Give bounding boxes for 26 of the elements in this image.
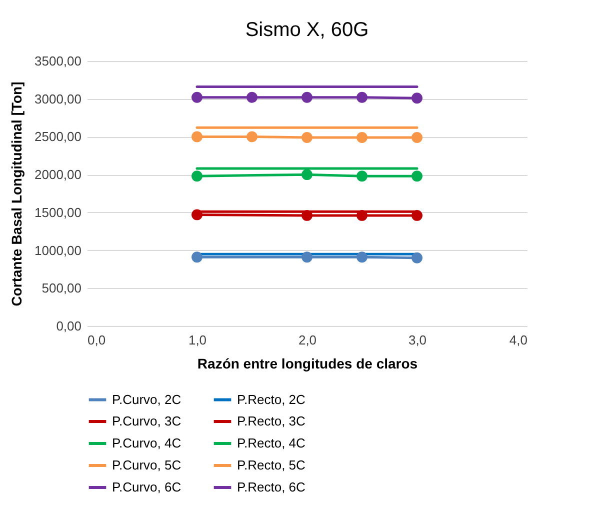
y-tick-label: 1000,00 xyxy=(34,242,82,258)
x-tick-label: 2,0 xyxy=(298,332,317,348)
x-tick-label: 1,0 xyxy=(188,332,207,348)
y-tick-label: 3000,00 xyxy=(34,91,82,106)
y-tick-label: 1500,00 xyxy=(34,204,82,220)
legend-label: P.Recto, 2C xyxy=(237,392,306,407)
y-tick-label: 3500,00 xyxy=(34,54,82,68)
legend-label: P.Recto, 3C xyxy=(237,414,306,428)
legend-label: P.Recto, 4C xyxy=(237,436,306,450)
legend-label: P.Recto, 5C xyxy=(237,458,306,472)
legend-label: P.Curvo, 2C xyxy=(112,392,182,407)
legend-label: P.Curvo, 6C xyxy=(112,480,182,494)
x-tick-label: 0,0 xyxy=(88,332,106,348)
legend-label: P.Curvo, 3C xyxy=(112,414,182,428)
legend-label: P.Recto, 6C xyxy=(237,480,306,494)
legend-label: P.Curvo, 5C xyxy=(112,458,182,472)
x-tick-label: 3,0 xyxy=(408,332,427,348)
x-tick-label: 4,0 xyxy=(509,332,528,348)
y-tick-label: 2500,00 xyxy=(34,129,82,144)
x-axis-title: Razón entre longitudes de claros xyxy=(197,356,418,372)
y-tick-label: 0,00 xyxy=(56,318,82,334)
y-axis-title: Cortante Basal Longitudinal [Ton] xyxy=(8,82,25,306)
chart-title: Sismo X, 60G xyxy=(245,19,369,41)
y-tick-label: 2000,00 xyxy=(34,167,82,182)
legend-label: P.Curvo, 4C xyxy=(112,436,182,450)
y-tick-label: 500,00 xyxy=(42,280,82,296)
